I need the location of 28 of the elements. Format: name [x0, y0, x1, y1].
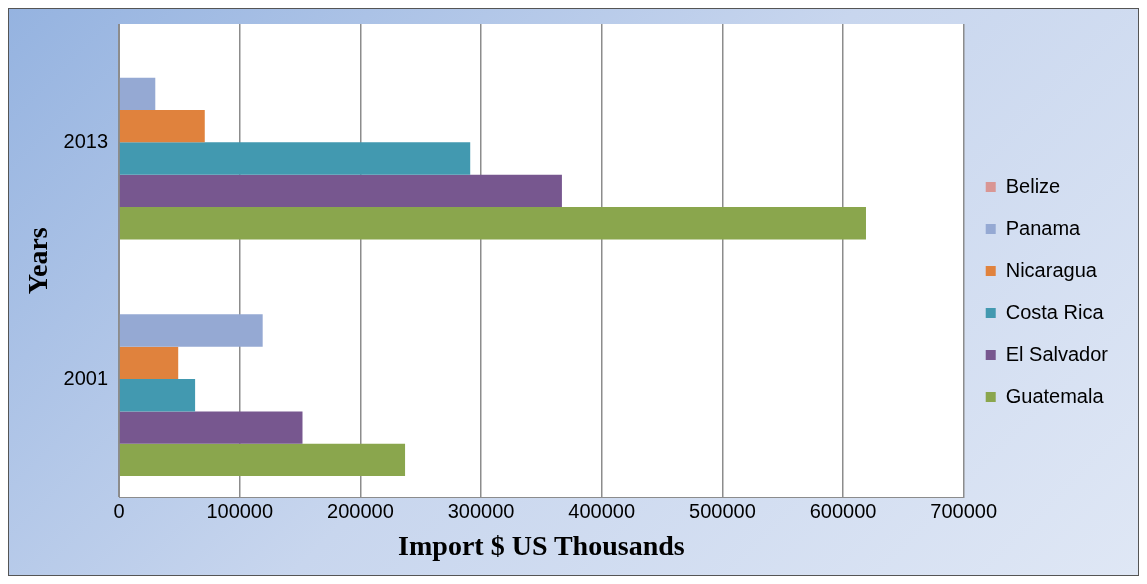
bar	[119, 411, 303, 444]
bar	[119, 346, 179, 380]
bar	[119, 110, 205, 143]
x-tick-label: 200000	[327, 499, 394, 522]
legend-label: Belize	[1005, 174, 1061, 197]
legend-label: Nicaragua	[1005, 258, 1098, 281]
legend-label: Costa Rica	[1005, 300, 1105, 323]
y-tick-label: 2001	[63, 366, 109, 389]
x-axis-title: Import $ US Thousands	[398, 530, 685, 562]
x-tick-label: 400000	[568, 499, 636, 522]
legend-label: Guatemala	[1005, 384, 1105, 407]
bar	[119, 207, 866, 240]
x-tick-label: 100000	[206, 499, 274, 522]
legend-label: Panama	[1005, 216, 1082, 239]
x-tick-label: 700000	[930, 499, 998, 522]
x-tick-label: 0	[113, 499, 125, 522]
bar	[119, 174, 562, 208]
bar	[119, 142, 471, 175]
bar	[119, 443, 406, 477]
x-tick-label: 500000	[689, 499, 756, 522]
bar	[119, 379, 196, 412]
y-axis-title: Years	[22, 227, 54, 295]
legend-label: El Salvador	[1005, 342, 1109, 365]
bar	[119, 314, 263, 347]
x-tick-label: 300000	[447, 499, 515, 522]
x-tick-label: 600000	[809, 499, 877, 522]
y-tick-label: 2013	[63, 129, 109, 152]
bar	[119, 77, 156, 110]
